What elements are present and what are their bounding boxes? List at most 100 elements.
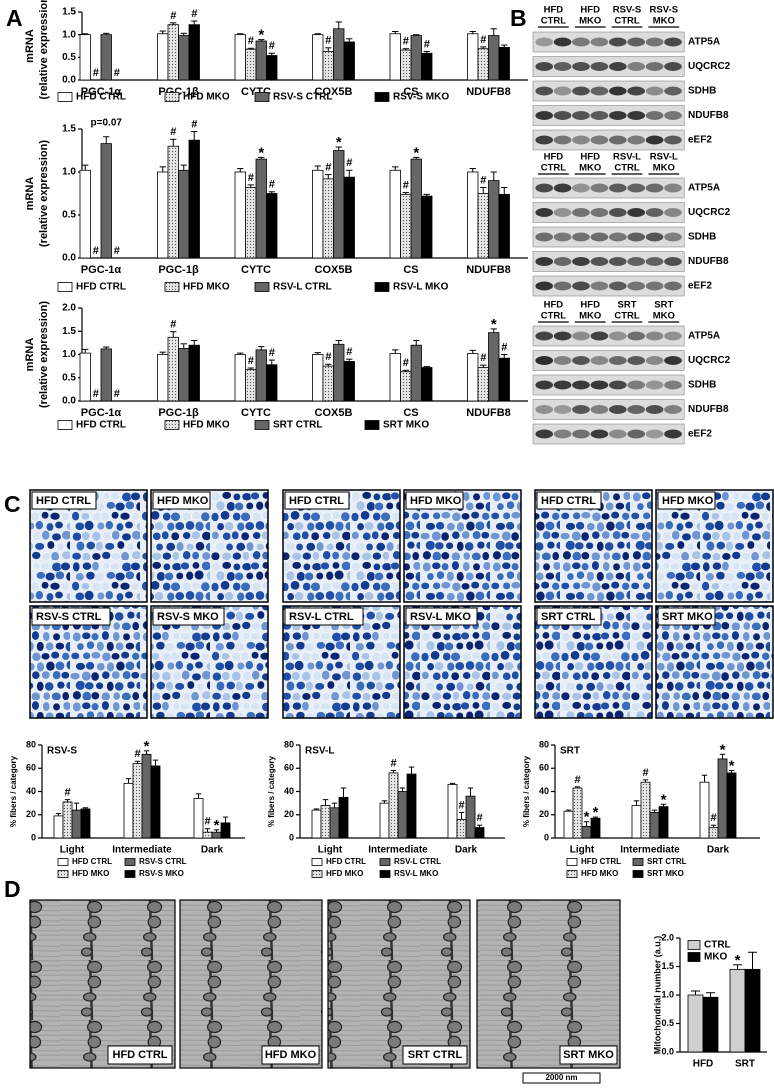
bar <box>406 773 417 839</box>
lane-group-label: CTRL <box>614 163 640 174</box>
y-tick-label: 0.0 <box>62 75 76 86</box>
bar <box>581 825 592 839</box>
micrograph-label: RSV-S CTRL <box>36 611 102 623</box>
y-axis-label: mRNA <box>24 338 36 372</box>
bar <box>322 178 334 259</box>
bar <box>266 193 278 259</box>
significance-mark: * <box>584 809 590 826</box>
y-axis-label-sub: (relative expression) <box>38 0 50 100</box>
blot-band <box>608 86 627 96</box>
legend-swatch <box>124 858 136 866</box>
blot-band <box>553 380 572 390</box>
legend-swatch <box>57 420 73 430</box>
micrograph-label: SRT MKO <box>662 611 713 623</box>
micrograph-label-box <box>284 607 364 626</box>
lane-group-label: MKO <box>653 16 675 27</box>
bar <box>410 344 422 402</box>
micrograph-label-box <box>657 491 716 510</box>
bar <box>467 171 479 259</box>
blot-band <box>553 405 572 414</box>
blot-band <box>664 208 682 217</box>
significance-mark: # <box>269 179 275 191</box>
bar <box>333 150 345 259</box>
legend-label: HFD MKO <box>581 869 618 878</box>
bar <box>687 994 704 1053</box>
blot-band <box>627 208 646 217</box>
y-tick-label: 0 <box>31 832 36 842</box>
bar <box>400 193 412 259</box>
y-tick-label: 80 <box>539 739 549 749</box>
bar <box>498 193 510 259</box>
blot-band <box>645 111 664 120</box>
bar <box>193 798 204 839</box>
blot-band <box>553 86 572 96</box>
blot-strip <box>532 399 685 420</box>
blot-band <box>608 380 627 390</box>
x-tick-label: NDUFB8 <box>466 407 511 419</box>
y-tick-label: 2.0 <box>62 303 76 314</box>
protein-label: NDUFB8 <box>688 110 729 121</box>
em-label-box <box>107 1045 173 1065</box>
blot-band <box>590 37 609 47</box>
bar <box>590 817 601 839</box>
micrograph-label-box <box>152 607 225 626</box>
lane-group-label: HFD <box>544 152 564 163</box>
significance-mark: # <box>480 34 486 46</box>
scale-bar <box>522 1072 601 1084</box>
blot-band <box>645 183 664 193</box>
bar <box>255 349 267 402</box>
blot-band <box>608 37 627 47</box>
legend-swatch <box>379 870 391 878</box>
bar <box>311 809 322 839</box>
significance-mark: # <box>325 161 331 173</box>
blot-band <box>664 429 682 439</box>
legend-swatch <box>254 420 270 430</box>
x-tick-label: Intermediate <box>620 845 680 856</box>
legend-label: RSV-S CTRL <box>273 92 332 103</box>
legend-swatch <box>311 870 323 878</box>
significance-mark: # <box>269 347 275 359</box>
blot-band <box>535 86 554 96</box>
bar <box>631 805 642 839</box>
blot-band <box>627 405 646 414</box>
protein-label: eEF2 <box>688 429 712 440</box>
legend-label: HFD MKO <box>183 420 230 431</box>
blot-band <box>553 135 572 145</box>
protein-label: SDHB <box>688 380 716 391</box>
blot-band <box>664 111 682 120</box>
blot-band <box>645 356 664 365</box>
legend-swatch <box>566 858 578 866</box>
legend-label: RSV-L MKO <box>393 282 449 293</box>
blot-band <box>627 111 646 120</box>
lane-group-label: RSV-L <box>650 152 678 163</box>
chart-title: RSV-L <box>305 746 334 757</box>
significance-mark: # <box>403 180 409 192</box>
legend-label: HFD MKO <box>183 92 230 103</box>
y-tick-label: 60 <box>26 763 36 773</box>
legend-label: SRT CTRL <box>273 420 322 431</box>
blot-band <box>553 331 572 341</box>
legend-label: HFD CTRL <box>76 92 126 103</box>
blot-strip <box>532 350 685 371</box>
significance-mark: # <box>248 355 254 367</box>
lane-group-label: MKO <box>653 311 675 322</box>
x-tick-label: COX5B <box>315 86 353 98</box>
micrograph-label-box <box>657 607 716 626</box>
blot-strip <box>532 129 685 151</box>
blot-band <box>608 111 627 120</box>
y-tick-label: 80 <box>26 739 36 749</box>
significance-mark: * <box>144 738 150 755</box>
bar <box>744 968 761 1053</box>
legend-swatch <box>364 420 380 430</box>
legend-label: SRT MKO <box>383 420 429 431</box>
bar <box>255 40 267 81</box>
y-tick-label: 0.5 <box>62 210 76 221</box>
blot-band <box>645 380 664 390</box>
bar <box>245 187 257 259</box>
y-axis-label: % fibers / category <box>9 755 18 827</box>
legend-swatch <box>164 420 180 430</box>
bar <box>157 354 169 402</box>
bar <box>477 367 489 402</box>
blot-band <box>645 135 664 145</box>
bar <box>167 336 179 402</box>
